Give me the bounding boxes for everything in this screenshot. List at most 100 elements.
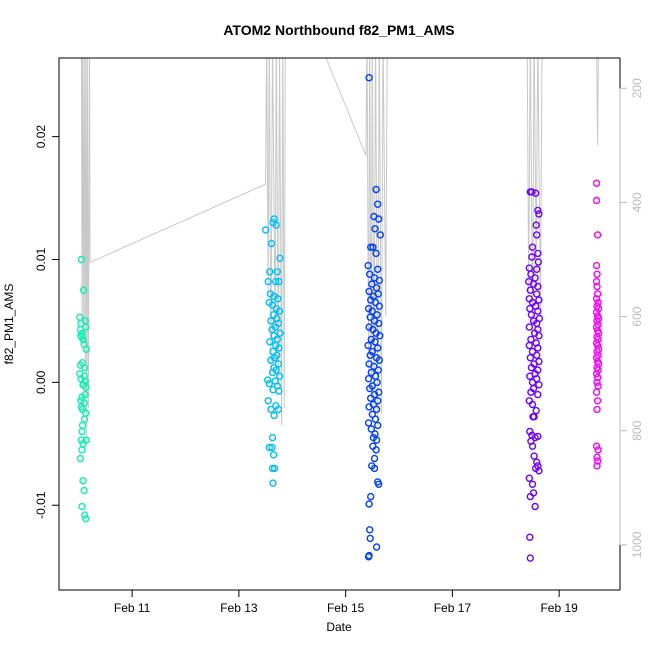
data-point bbox=[370, 454, 379, 463]
x-tick-label: Feb 15 bbox=[327, 601, 365, 615]
data-point bbox=[369, 243, 377, 251]
data-point bbox=[364, 375, 373, 383]
x-tick-label: Feb 19 bbox=[540, 601, 578, 615]
data-point bbox=[533, 290, 541, 298]
data-point bbox=[364, 341, 372, 350]
data-point bbox=[528, 188, 536, 196]
data-point bbox=[526, 354, 534, 362]
data-point bbox=[526, 533, 534, 541]
data-point bbox=[78, 421, 87, 430]
data-point bbox=[364, 419, 373, 427]
data-point bbox=[81, 515, 90, 523]
chart-title: ATOM2 Northbound f82_PM1_AMS bbox=[223, 22, 454, 38]
data-point bbox=[370, 464, 379, 473]
data-point bbox=[264, 277, 272, 286]
data-point bbox=[528, 253, 536, 261]
x-tick-label: Feb 13 bbox=[220, 601, 258, 615]
data-point bbox=[533, 231, 541, 239]
data-point bbox=[268, 443, 276, 452]
data-point bbox=[535, 210, 543, 218]
data-point bbox=[274, 295, 282, 303]
data-point bbox=[264, 397, 272, 405]
data-point bbox=[528, 378, 537, 387]
data-point bbox=[265, 379, 273, 388]
data-point bbox=[367, 492, 375, 501]
data-point bbox=[534, 344, 542, 352]
data-point bbox=[593, 270, 601, 278]
data-point bbox=[594, 446, 602, 454]
data-point bbox=[374, 200, 382, 208]
data-point bbox=[528, 243, 537, 251]
data-point bbox=[371, 225, 379, 233]
data-point bbox=[270, 215, 278, 223]
data-point bbox=[528, 442, 537, 450]
data-point bbox=[374, 344, 382, 352]
data-point bbox=[373, 311, 381, 319]
data-point bbox=[532, 189, 540, 197]
data-point bbox=[79, 477, 87, 485]
data-point bbox=[367, 425, 375, 433]
data-point bbox=[367, 243, 375, 251]
data-point bbox=[366, 534, 374, 543]
data-point bbox=[372, 185, 380, 194]
data-point bbox=[593, 457, 602, 465]
data-point bbox=[534, 282, 542, 291]
data-point bbox=[526, 427, 534, 436]
data-point bbox=[593, 373, 602, 382]
data-point bbox=[372, 249, 380, 258]
data-point bbox=[80, 511, 89, 519]
data-point bbox=[267, 239, 276, 248]
x-axis-label: Date bbox=[326, 620, 352, 634]
data-point bbox=[526, 554, 534, 562]
data-point bbox=[534, 206, 542, 215]
data-point bbox=[535, 296, 543, 304]
data-point bbox=[275, 344, 283, 352]
data-point bbox=[533, 265, 541, 273]
data-point bbox=[269, 451, 278, 459]
data-point bbox=[594, 304, 603, 313]
data-point bbox=[265, 443, 273, 452]
data-point bbox=[370, 390, 379, 399]
data-point bbox=[368, 347, 376, 356]
data-point bbox=[79, 335, 87, 344]
data-point bbox=[593, 453, 601, 461]
data-point bbox=[533, 375, 541, 383]
data-point bbox=[80, 486, 88, 495]
data-point bbox=[375, 276, 383, 285]
data-point bbox=[375, 480, 383, 488]
data-point bbox=[76, 325, 85, 334]
data-point bbox=[594, 382, 602, 390]
data-point bbox=[275, 387, 283, 395]
data-point bbox=[368, 410, 376, 418]
data-point bbox=[366, 270, 374, 278]
y2-tick-label: 200 bbox=[630, 78, 644, 98]
data-point bbox=[592, 261, 601, 270]
data-point bbox=[592, 179, 601, 188]
data-point bbox=[376, 332, 384, 340]
series-0 bbox=[76, 255, 90, 523]
data-point bbox=[375, 302, 383, 310]
data-point bbox=[593, 282, 601, 291]
data-point bbox=[261, 226, 270, 234]
data-point bbox=[77, 436, 86, 444]
y-axis: -0.01 0.00 0.01 0.02 bbox=[34, 125, 60, 519]
data-point bbox=[525, 474, 533, 482]
data-point bbox=[266, 338, 274, 346]
data-point bbox=[275, 372, 284, 380]
data-point bbox=[82, 345, 90, 353]
data-point bbox=[527, 388, 535, 396]
data-point bbox=[529, 489, 538, 497]
data-point bbox=[80, 415, 89, 423]
y-tick-label: 0.02 bbox=[34, 125, 48, 149]
data-point bbox=[534, 249, 542, 258]
data-point bbox=[366, 351, 374, 359]
data-point bbox=[374, 397, 382, 405]
data-point bbox=[535, 332, 543, 340]
data-point bbox=[530, 413, 538, 421]
data-point bbox=[78, 393, 86, 401]
data-point bbox=[534, 307, 542, 315]
data-point bbox=[274, 405, 283, 414]
data-point bbox=[530, 452, 538, 460]
data-point bbox=[270, 411, 278, 420]
